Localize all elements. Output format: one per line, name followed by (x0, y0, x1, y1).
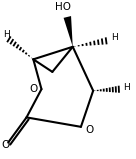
Polygon shape (64, 16, 73, 47)
Text: HO: HO (55, 2, 71, 12)
Text: H: H (3, 30, 10, 39)
Text: O: O (29, 84, 37, 94)
Text: O: O (85, 125, 93, 135)
Text: O: O (2, 140, 10, 150)
Text: H: H (111, 33, 118, 42)
Text: H: H (123, 83, 130, 92)
